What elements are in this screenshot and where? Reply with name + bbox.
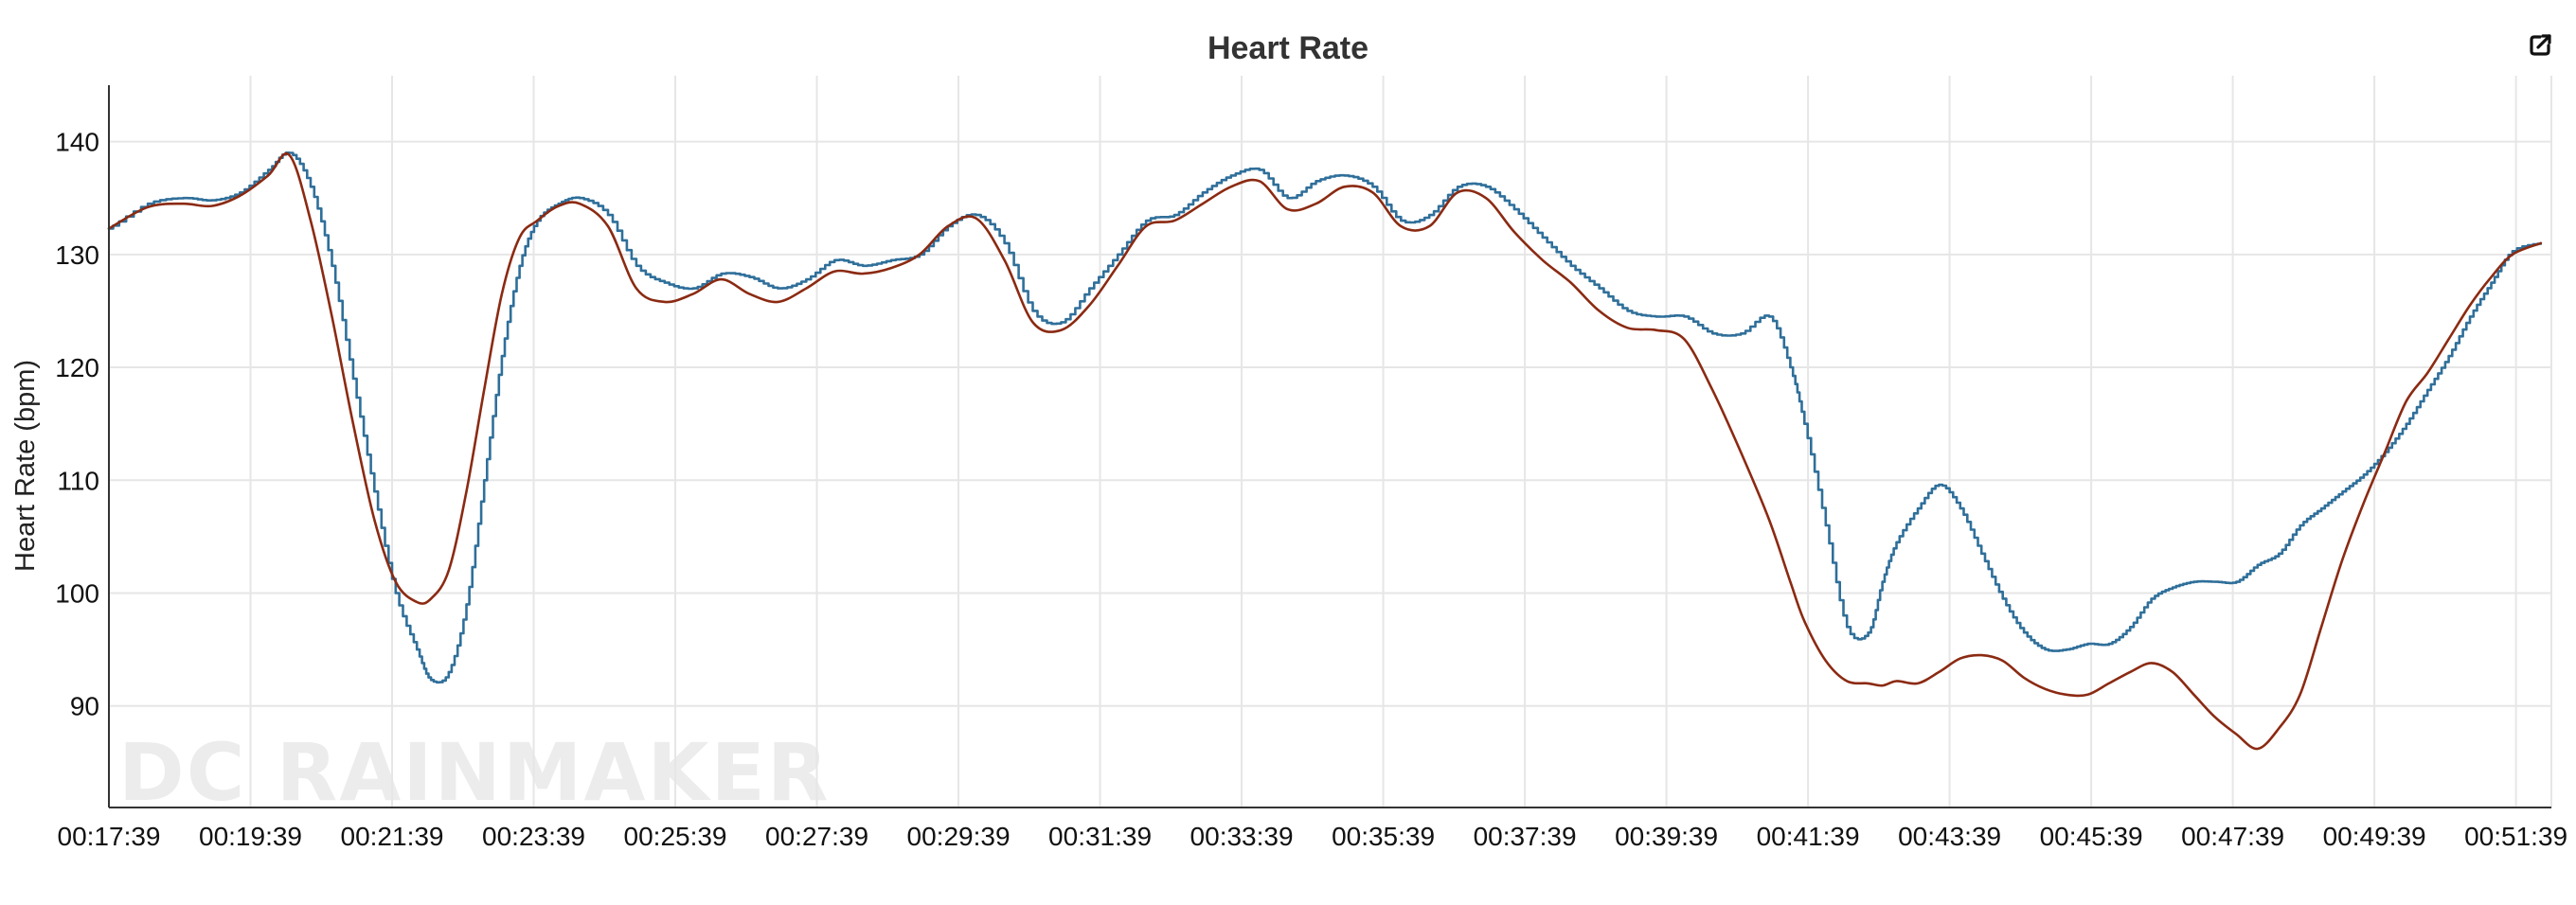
x-tick-label: 00:27:39 [765, 822, 868, 851]
x-tick-label: 00:35:39 [1332, 822, 1435, 851]
x-tick-label: 00:25:39 [624, 822, 727, 851]
series-line-1 [107, 151, 2543, 684]
y-tick-label: 110 [57, 466, 99, 495]
y-tick-label: 90 [70, 692, 99, 721]
x-tick-label: 00:29:39 [907, 822, 1011, 851]
x-tick-label: 00:17:39 [58, 822, 161, 851]
y-tick-label: 130 [55, 240, 99, 270]
horizontal-gridlines [109, 140, 2551, 707]
series-line-2 [107, 151, 2543, 751]
x-tick-label: 00:39:39 [1615, 822, 1718, 851]
x-tick-label: 00:19:39 [199, 822, 302, 851]
vertical-gridlines [249, 76, 2552, 807]
x-tick-label: 00:45:39 [2040, 822, 2143, 851]
x-tick-label: 00:37:39 [1474, 822, 1577, 851]
edit-external-icon [2530, 34, 2551, 56]
y-axis-label: Heart Rate (bpm) [10, 360, 41, 572]
series-group [107, 151, 2543, 751]
x-axis-ticks: 00:17:39 00:19:39 00:21:39 00:23:39 00:25:39… [58, 822, 2568, 851]
x-tick-label: 00:41:39 [1757, 822, 1860, 851]
x-tick-label: 00:51:39 [2464, 822, 2567, 851]
x-tick-label: 00:49:39 [2323, 822, 2426, 851]
watermark-text: DC RAINMAKER [118, 726, 831, 819]
x-tick-label: 00:33:39 [1190, 822, 1294, 851]
x-tick-label: 00:43:39 [1898, 822, 2001, 851]
export-chart-button[interactable] [2525, 30, 2555, 61]
x-tick-label: 00:31:39 [1048, 822, 1152, 851]
y-tick-label: 100 [55, 578, 99, 608]
x-tick-label: 00:21:39 [341, 822, 444, 851]
y-tick-label: 140 [55, 128, 99, 157]
y-axis-ticks: 90 100 110 120 130 140 [55, 128, 99, 721]
y-tick-label: 120 [55, 353, 99, 382]
x-tick-label: 00:23:39 [482, 822, 585, 851]
x-tick-label: 00:47:39 [2181, 822, 2284, 851]
chart-title: Heart Rate [1208, 30, 1368, 66]
